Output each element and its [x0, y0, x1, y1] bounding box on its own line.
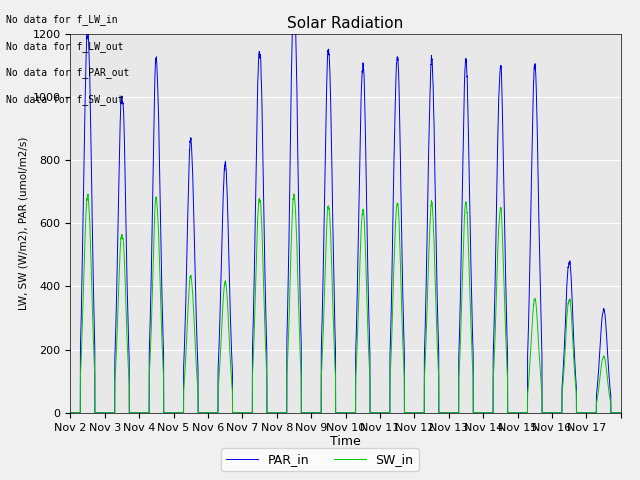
- SW_in: [617, 410, 625, 416]
- Text: No data for f_SW_out: No data for f_SW_out: [6, 94, 124, 105]
- PAR_in: [67, 410, 74, 416]
- SW_in: [290, 191, 298, 197]
- X-axis label: Time: Time: [330, 435, 361, 448]
- PAR_in: [617, 410, 625, 416]
- SW_in: [497, 205, 504, 211]
- Text: No data for f_PAR_out: No data for f_PAR_out: [6, 67, 130, 78]
- Legend: PAR_in, SW_in: PAR_in, SW_in: [221, 448, 419, 471]
- Text: No data for f_LW_out: No data for f_LW_out: [6, 41, 124, 52]
- SW_in: [396, 232, 403, 238]
- SW_in: [538, 390, 546, 396]
- PAR_in: [497, 64, 504, 70]
- Text: No data for f_LW_in: No data for f_LW_in: [6, 14, 118, 25]
- Line: SW_in: SW_in: [70, 194, 621, 413]
- SW_in: [67, 410, 74, 416]
- Y-axis label: LW, SW (W/m2), PAR (umol/m2/s): LW, SW (W/m2), PAR (umol/m2/s): [19, 136, 28, 310]
- SW_in: [180, 376, 188, 382]
- SW_in: [524, 391, 531, 397]
- PAR_in: [538, 348, 546, 354]
- PAR_in: [366, 410, 374, 416]
- PAR_in: [180, 342, 188, 348]
- SW_in: [366, 410, 374, 416]
- PAR_in: [524, 353, 531, 359]
- PAR_in: [396, 108, 403, 114]
- Line: PAR_in: PAR_in: [70, 0, 621, 413]
- Title: Solar Radiation: Solar Radiation: [287, 16, 404, 31]
